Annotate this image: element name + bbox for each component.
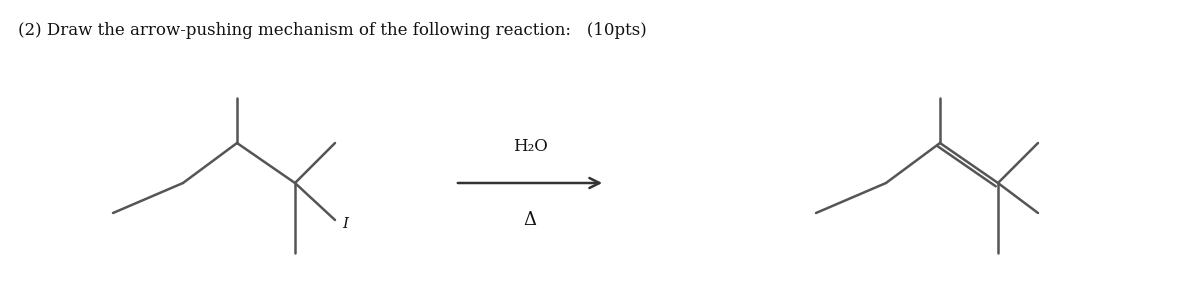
Text: H₂O: H₂O: [512, 138, 547, 155]
Text: Δ: Δ: [523, 211, 536, 229]
Text: (2) Draw the arrow-pushing mechanism of the following reaction:   (10pts): (2) Draw the arrow-pushing mechanism of …: [18, 22, 647, 39]
Text: I: I: [342, 217, 348, 231]
